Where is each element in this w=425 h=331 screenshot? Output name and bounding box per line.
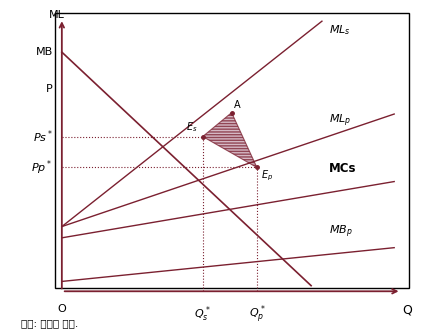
Text: $Pp^*$: $Pp^*$ <box>31 158 53 177</box>
Text: 자료: 연구진 작성.: 자료: 연구진 작성. <box>21 318 79 328</box>
Text: $Q_p^*$: $Q_p^*$ <box>249 304 265 326</box>
Text: $Q_s^*$: $Q_s^*$ <box>194 304 211 323</box>
Text: $Ps^*$: $Ps^*$ <box>33 128 53 145</box>
Text: Q: Q <box>402 304 412 317</box>
Text: O: O <box>57 304 66 314</box>
Text: $ML_s$: $ML_s$ <box>329 23 351 36</box>
Bar <box>54 13 408 288</box>
Text: A: A <box>233 100 240 110</box>
Text: MB: MB <box>36 47 53 57</box>
Text: P: P <box>46 84 53 94</box>
Text: $ML_p$: $ML_p$ <box>329 113 351 129</box>
Text: $E_s$: $E_s$ <box>186 120 197 134</box>
Text: $MB_p$: $MB_p$ <box>329 224 353 240</box>
Text: $E_p$: $E_p$ <box>261 169 273 183</box>
Text: MCs: MCs <box>329 163 357 175</box>
Text: ML: ML <box>48 10 64 20</box>
